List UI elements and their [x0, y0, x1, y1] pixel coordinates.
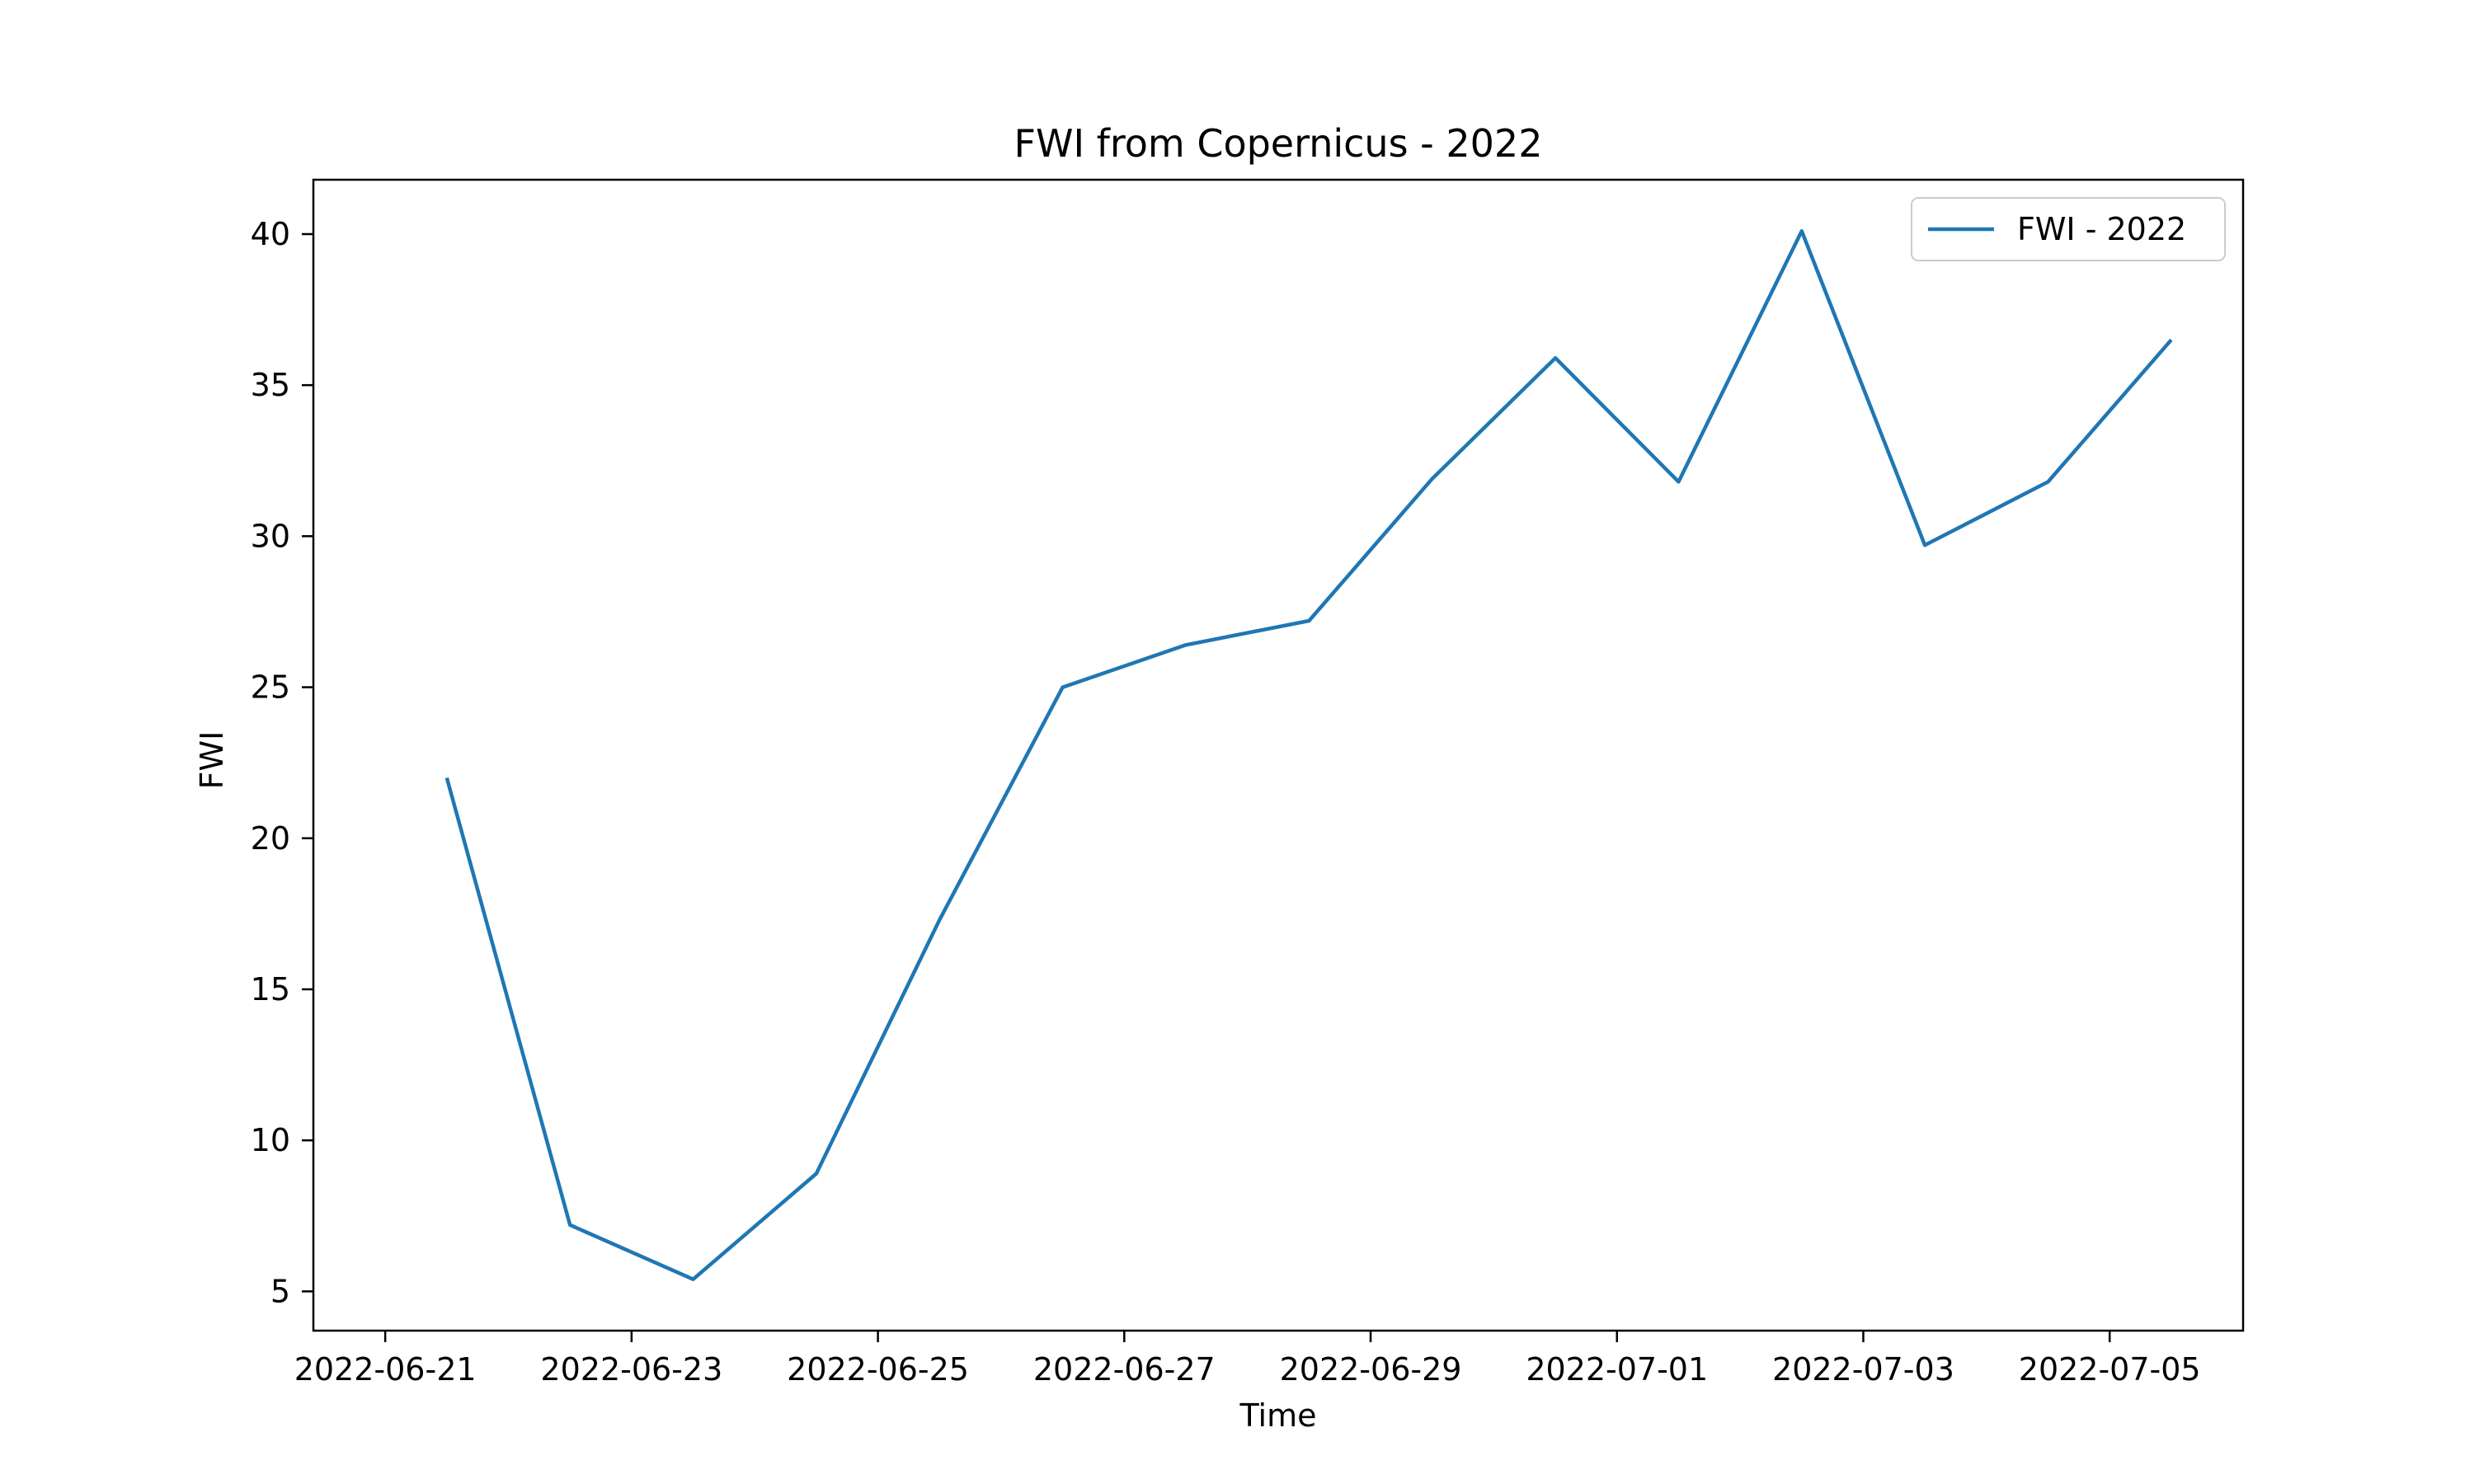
y-axis-label: FWI — [194, 731, 230, 790]
y-tick-label: 20 — [251, 820, 290, 857]
x-axis-label: Time — [1239, 1397, 1317, 1434]
y-tick-label: 25 — [251, 669, 290, 706]
y-tick-label: 35 — [251, 367, 290, 403]
x-axis: 2022-06-21 2022-06-23 2022-06-25 2022-06-27… — [294, 1331, 2201, 1388]
x-tick-label: 2022-06-25 — [787, 1351, 969, 1388]
chart-title: FWI from Copernicus - 2022 — [1014, 121, 1543, 166]
y-tick-label: 15 — [251, 971, 290, 1007]
y-tick-label: 5 — [270, 1273, 290, 1309]
y-tick-label: 10 — [251, 1122, 290, 1158]
plot-frame — [312, 178, 2245, 1332]
x-tick-label: 2022-06-21 — [294, 1351, 477, 1388]
x-tick-label: 2022-06-27 — [1033, 1351, 1216, 1388]
x-tick-label: 2022-06-23 — [540, 1351, 722, 1388]
legend-label: FWI - 2022 — [2017, 211, 2186, 247]
plot-area — [312, 178, 2245, 1332]
legend-box — [1911, 197, 2226, 261]
legend: FWI - 2022 — [1911, 197, 2226, 261]
x-tick-label: 2022-07-03 — [1772, 1351, 1954, 1388]
x-tick-label: 2022-06-29 — [1280, 1351, 1462, 1388]
y-axis: 5 10 15 20 25 30 35 40 — [251, 216, 313, 1309]
y-tick-label: 30 — [251, 518, 290, 554]
series-line — [444, 229, 2173, 1281]
y-tick-label: 40 — [251, 216, 290, 252]
x-tick-label: 2022-07-01 — [1526, 1351, 1708, 1388]
x-tick-label: 2022-07-05 — [2019, 1351, 2201, 1388]
